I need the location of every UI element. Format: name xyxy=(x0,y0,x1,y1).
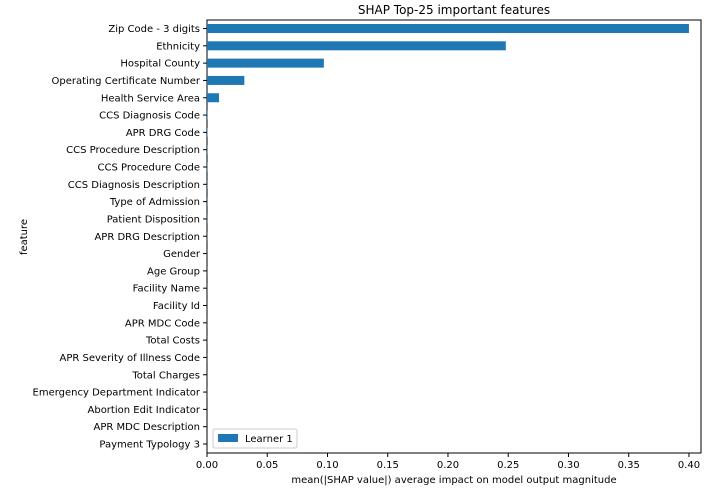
y-tick-label: Hospital County xyxy=(120,59,200,70)
x-tick-label: 0.40 xyxy=(678,460,700,471)
bar xyxy=(207,75,245,85)
y-tick-label: Facility Name xyxy=(133,284,200,295)
y-tick-label: Emergency Department Indicator xyxy=(33,388,201,399)
x-tick-label: 0.25 xyxy=(497,460,519,471)
y-tick-label: Patient Disposition xyxy=(107,214,200,225)
bar xyxy=(207,24,689,33)
y-tick-label: APR DRG Description xyxy=(94,232,200,243)
x-tick-label: 0.30 xyxy=(557,460,579,471)
y-tick-label: APR MDC Description xyxy=(94,422,200,433)
x-tick-label: 0.15 xyxy=(377,460,399,471)
y-tick-label: Total Costs xyxy=(145,336,200,347)
x-tick-label: 0.35 xyxy=(618,460,640,471)
y-tick-label: CCS Procedure Description xyxy=(66,145,200,156)
legend-swatch xyxy=(218,434,238,442)
y-axis-label: feature xyxy=(19,219,30,255)
x-tick-label: 0.00 xyxy=(196,460,218,471)
bar xyxy=(207,41,506,51)
y-tick-label: Total Charges xyxy=(131,370,200,381)
y-tick-label: Payment Typology 3 xyxy=(99,440,200,451)
y-tick-label: APR MDC Code xyxy=(125,318,200,329)
bars-layer xyxy=(207,24,689,397)
bar xyxy=(207,110,208,120)
x-tick-label: 0.20 xyxy=(437,460,459,471)
y-tick-label: APR Severity of Illness Code xyxy=(60,353,201,364)
x-axis-label: mean(|SHAP value|) average impact on mod… xyxy=(291,475,616,486)
y-tick-label: Abortion Edit Indicator xyxy=(88,405,201,416)
chart-title: SHAP Top-25 important features xyxy=(358,3,550,17)
bar xyxy=(207,58,324,68)
x-axis-ticks: 0.00 0.05 0.10 0.15 0.20 0.25 0.30 0.35 0.40 xyxy=(196,453,700,471)
y-tick-label: CCS Procedure Code xyxy=(97,163,200,174)
legend: Learner 1 xyxy=(212,428,298,449)
y-axis-ticks: Zip Code - 3 digits Ethnicity Hospital Cou… xyxy=(33,24,207,451)
x-tick-label: 0.10 xyxy=(316,460,338,471)
y-tick-label: Health Service Area xyxy=(101,93,200,104)
y-tick-label: Facility Id xyxy=(153,301,200,312)
y-tick-label: Ethnicity xyxy=(156,41,200,52)
y-tick-label: Gender xyxy=(163,249,201,260)
legend-label: Learner 1 xyxy=(245,434,293,445)
y-tick-label: Zip Code - 3 digits xyxy=(108,24,200,35)
y-tick-label: Type of Admission xyxy=(109,197,200,208)
bar xyxy=(207,93,220,103)
legend-frame xyxy=(212,428,298,449)
y-tick-label: Age Group xyxy=(147,266,200,277)
y-tick-label: CCS Diagnosis Code xyxy=(99,111,200,122)
x-tick-label: 0.05 xyxy=(256,460,278,471)
y-tick-label: Operating Certificate Number xyxy=(52,76,201,87)
y-tick-label: APR DRG Code xyxy=(126,128,200,139)
y-tick-label: CCS Diagnosis Description xyxy=(68,180,200,191)
